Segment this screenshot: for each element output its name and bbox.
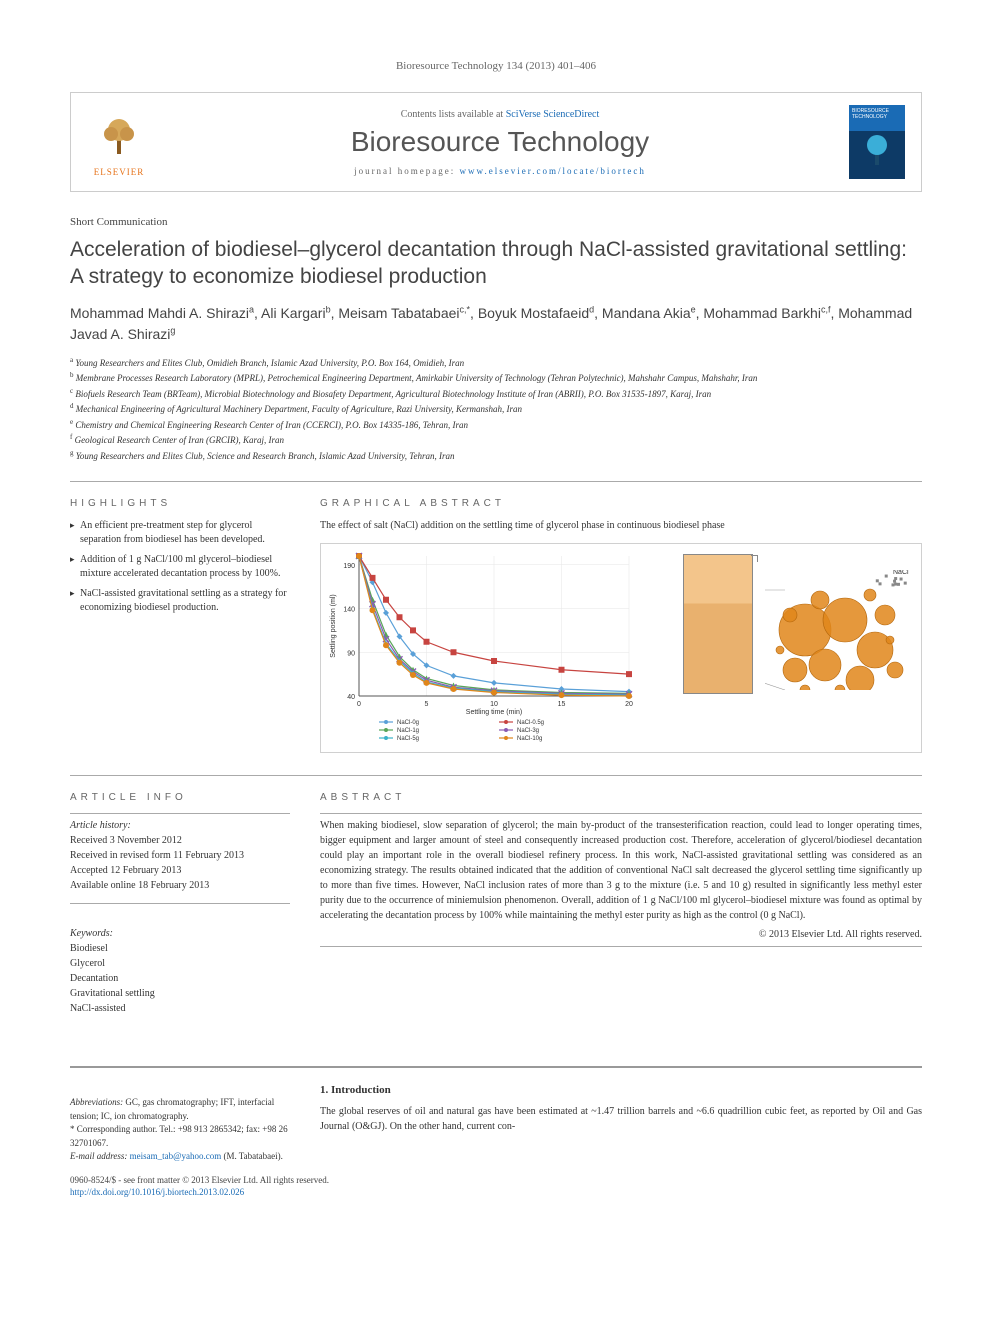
svg-text:NaCl-0.5g: NaCl-0.5g [517,720,544,726]
svg-text:NaCl-10g: NaCl-10g [517,736,542,742]
svg-text:NaCl-3g: NaCl-3g [517,728,539,734]
droplet-diagram: NaCl [765,570,915,690]
article-info-label: ARTICLE INFO [70,792,290,803]
abstract-copyright: © 2013 Elsevier Ltd. All rights reserved… [320,929,922,940]
svg-text:0: 0 [357,701,361,708]
footer-copyright: 0960-8524/$ - see front matter © 2013 El… [70,1174,922,1187]
email-label: E-mail address: [70,1151,130,1161]
keywords-heading: Keywords: [70,926,290,941]
svg-text:90: 90 [347,650,355,657]
svg-text:NaCl: NaCl [893,570,909,576]
svg-text:NaCl-5g: NaCl-5g [397,736,419,742]
sciencedirect-link[interactable]: SciVerse ScienceDirect [506,109,600,120]
abbrev-label: Abbreviations: [70,1097,123,1107]
svg-text:Settling time (min): Settling time (min) [466,709,522,716]
article-history: Article history: Received 3 November 201… [70,818,290,893]
divider [70,775,922,776]
corr-label: * Corresponding author. [70,1124,159,1134]
abbrev-footnote: Abbreviations: GC, gas chromatography; I… [70,1096,290,1123]
affiliation-item: a Young Researchers and Elites Club, Omi… [70,355,922,371]
keyword-item: NaCl-assisted [70,1001,290,1016]
history-heading: Article history: [70,818,290,833]
thick-divider [70,1066,922,1068]
history-line: Available online 18 February 2013 [70,878,290,893]
affiliation-item: g Young Researchers and Elites Club, Sci… [70,448,922,464]
svg-text:15: 15 [558,701,566,708]
ga-caption: The effect of salt (NaCl) addition on th… [320,519,922,533]
journal-cover-thumb[interactable] [849,105,905,179]
keyword-item: Glycerol [70,956,290,971]
intro-heading: 1. Introduction [320,1084,922,1096]
contents-prefix: Contents lists available at [401,109,506,120]
divider [70,903,290,904]
highlights-label: HIGHLIGHTS [70,498,290,509]
abstract-label: ABSTRACT [320,792,922,803]
affiliation-item: d Mechanical Engineering of Agricultural… [70,401,922,417]
divider [320,946,922,947]
elsevier-text: ELSEVIER [94,167,145,177]
beaker-icon [683,554,753,694]
corresponding-footnote: * Corresponding author. Tel.: +98 913 28… [70,1123,290,1150]
svg-text:20: 20 [625,701,633,708]
homepage-prefix: journal homepage: [354,166,459,176]
contents-line: Contents lists available at SciVerse Sci… [165,109,835,120]
svg-text:40: 40 [347,694,355,701]
affiliation-item: e Chemistry and Chemical Engineering Res… [70,417,922,433]
affiliation-item: f Geological Research Center of Iran (GR… [70,432,922,448]
homepage-line: journal homepage: www.elsevier.com/locat… [165,166,835,176]
divider [70,813,290,814]
settling-chart: 0 5 10 15 20 40 90 140 190 Settling time (min) Set… [325,548,635,748]
ga-figure: 0 5 10 15 20 40 90 140 190 Settling time (min) Set… [320,543,922,753]
graphical-abstract-label: GRAPHICAL ABSTRACT [320,498,922,509]
svg-text:10: 10 [490,701,498,708]
svg-text:Settling position (ml): Settling position (ml) [330,594,337,657]
highlights-list: An efficient pre-treatment step for glyc… [70,519,290,615]
affiliations: a Young Researchers and Elites Club, Omi… [70,355,922,464]
abstract-body: When making biodiesel, slow separation o… [320,818,922,923]
svg-text:5: 5 [425,701,429,708]
footer: 0960-8524/$ - see front matter © 2013 El… [70,1174,922,1199]
article-type: Short Communication [70,216,922,228]
email-link[interactable]: meisam_tab@yahoo.com [130,1151,222,1161]
footnotes: Abbreviations: GC, gas chromatography; I… [70,1096,290,1164]
intro-body: The global reserves of oil and natural g… [320,1104,922,1134]
homepage-link[interactable]: www.elsevier.com/locate/biortech [460,166,646,176]
keyword-item: Gravitational settling [70,986,290,1001]
keyword-item: Biodiesel [70,941,290,956]
email-suffix: (M. Tabatabaei). [221,1151,283,1161]
journal-header: ELSEVIER Contents lists available at Sci… [70,92,922,192]
elsevier-tree-icon [95,108,143,165]
affiliation-item: b Membrane Processes Research Laboratory… [70,370,922,386]
svg-text:NaCl-0g: NaCl-0g [397,720,419,726]
keywords: Keywords: BiodieselGlycerolDecantationGr… [70,926,290,1016]
author-list: Mohammad Mahdi A. Shirazia, Ali Kargarib… [70,303,922,345]
history-line: Received in revised form 11 February 201… [70,848,290,863]
divider [320,813,922,814]
keyword-item: Decantation [70,971,290,986]
divider [70,481,922,482]
highlight-item: Addition of 1 g NaCl/100 ml glycerol–bio… [70,553,290,581]
article-title: Acceleration of biodiesel–glycerol decan… [70,236,922,291]
svg-text:NaCl-1g: NaCl-1g [397,728,419,734]
history-line: Accepted 12 February 2013 [70,863,290,878]
affiliation-item: c Biofuels Research Team (BRTeam), Micro… [70,386,922,402]
svg-text:190: 190 [343,563,355,570]
highlight-item: NaCl-assisted gravitational settling as … [70,587,290,615]
elsevier-logo[interactable]: ELSEVIER [87,103,151,181]
cover-tree-icon [863,127,891,174]
ga-inset: NaCl [675,550,915,700]
email-footnote: E-mail address: meisam_tab@yahoo.com (M.… [70,1150,290,1164]
journal-reference: Bioresource Technology 134 (2013) 401–40… [70,60,922,72]
journal-name: Bioresource Technology [165,126,835,158]
history-line: Received 3 November 2012 [70,833,290,848]
highlight-item: An efficient pre-treatment step for glyc… [70,519,290,547]
doi-link[interactable]: http://dx.doi.org/10.1016/j.biortech.201… [70,1187,244,1197]
svg-text:140: 140 [343,607,355,614]
